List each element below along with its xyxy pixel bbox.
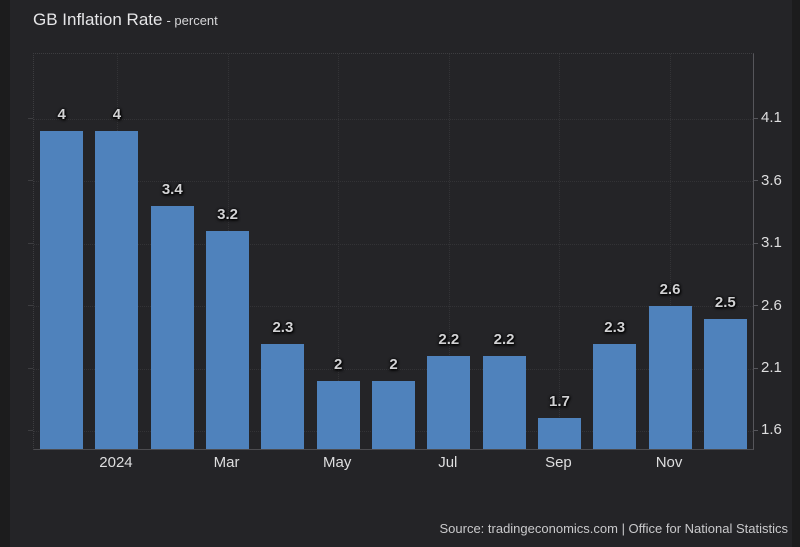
- y-axis-tick-right: [753, 180, 758, 182]
- y-axis-tick-right: [753, 117, 758, 119]
- y-axis-label: 3.1: [761, 234, 782, 252]
- bar[interactable]: [316, 380, 360, 449]
- x-axis-label: Sep: [545, 454, 572, 471]
- y-axis-tick-left: [28, 367, 33, 369]
- bar-value-label: 2.5: [714, 293, 736, 311]
- bar[interactable]: [703, 318, 747, 449]
- bar[interactable]: [482, 356, 526, 449]
- x-gridline: [448, 54, 450, 449]
- y-axis-tick-right: [753, 367, 758, 369]
- bar-value-label: 2.3: [272, 318, 294, 336]
- y-gridline: [34, 306, 753, 308]
- x-axis-label: 2024: [99, 454, 133, 471]
- y-axis-label: 4.1: [761, 109, 782, 127]
- bar-value-label: 4: [112, 106, 122, 124]
- chart-title: GB Inflation Rate: [33, 10, 163, 29]
- bar[interactable]: [206, 231, 250, 449]
- x-axis-label: Jul: [438, 454, 458, 471]
- bar[interactable]: [648, 306, 692, 449]
- bar[interactable]: [150, 206, 194, 449]
- x-gridline: [338, 54, 340, 449]
- bar-value-label: 2.2: [438, 331, 460, 349]
- bar[interactable]: [372, 380, 415, 449]
- y-axis-label: 2.1: [761, 359, 782, 376]
- y-gridline: [34, 368, 753, 370]
- chart-subtitle: - percent: [166, 13, 218, 28]
- bar-value-label: 3.4: [161, 181, 183, 199]
- y-gridline: [34, 118, 753, 120]
- bar[interactable]: [95, 131, 139, 449]
- y-axis-tick-left: [28, 429, 33, 431]
- bar-value-label: 2.2: [493, 331, 515, 349]
- y-axis-label: 2.6: [761, 296, 782, 314]
- y-axis-tick-right: [753, 242, 758, 244]
- y-axis-label: 3.6: [761, 171, 782, 189]
- y-axis-tick-right: [753, 305, 758, 307]
- bar-value-label: 2.3: [604, 318, 626, 336]
- bar-value-label: 4: [57, 106, 66, 124]
- bar-value-label: 2: [334, 355, 343, 373]
- x-axis-label: Mar: [213, 454, 240, 471]
- bar-value-label: 2.6: [659, 281, 681, 299]
- y-gridline: [34, 181, 753, 183]
- y-gridline: [34, 243, 753, 245]
- bar-value-label: 1.7: [548, 393, 570, 411]
- plot-area: 4 4 3.4 3.2 2.3 2 2 2.2 2.2 1.7 2.3 2.6 2.5: [33, 53, 754, 450]
- x-gridline: [559, 54, 561, 449]
- y-axis-label: 1.6: [761, 421, 782, 439]
- y-axis-tick-left: [28, 180, 33, 182]
- x-axis-label: May: [323, 454, 352, 471]
- source-attribution: Source: tradingeconomics.com | Office fo…: [439, 521, 788, 536]
- bar-value-label: 3.2: [217, 206, 238, 224]
- bar[interactable]: [427, 356, 471, 449]
- x-axis-label: Nov: [655, 454, 683, 471]
- bar[interactable]: [537, 418, 581, 449]
- y-axis-tick-left: [28, 242, 33, 244]
- bar[interactable]: [593, 343, 637, 449]
- x-gridline: [670, 54, 672, 449]
- y-axis-tick-right: [753, 429, 758, 431]
- bar[interactable]: [40, 131, 84, 449]
- bar-value-label: 2: [389, 355, 398, 373]
- y-axis-tick-left: [28, 117, 33, 119]
- y-axis-tick-left: [28, 305, 33, 307]
- chart-title-bar: GB Inflation Rate - percent: [33, 10, 218, 30]
- bar[interactable]: [261, 343, 305, 449]
